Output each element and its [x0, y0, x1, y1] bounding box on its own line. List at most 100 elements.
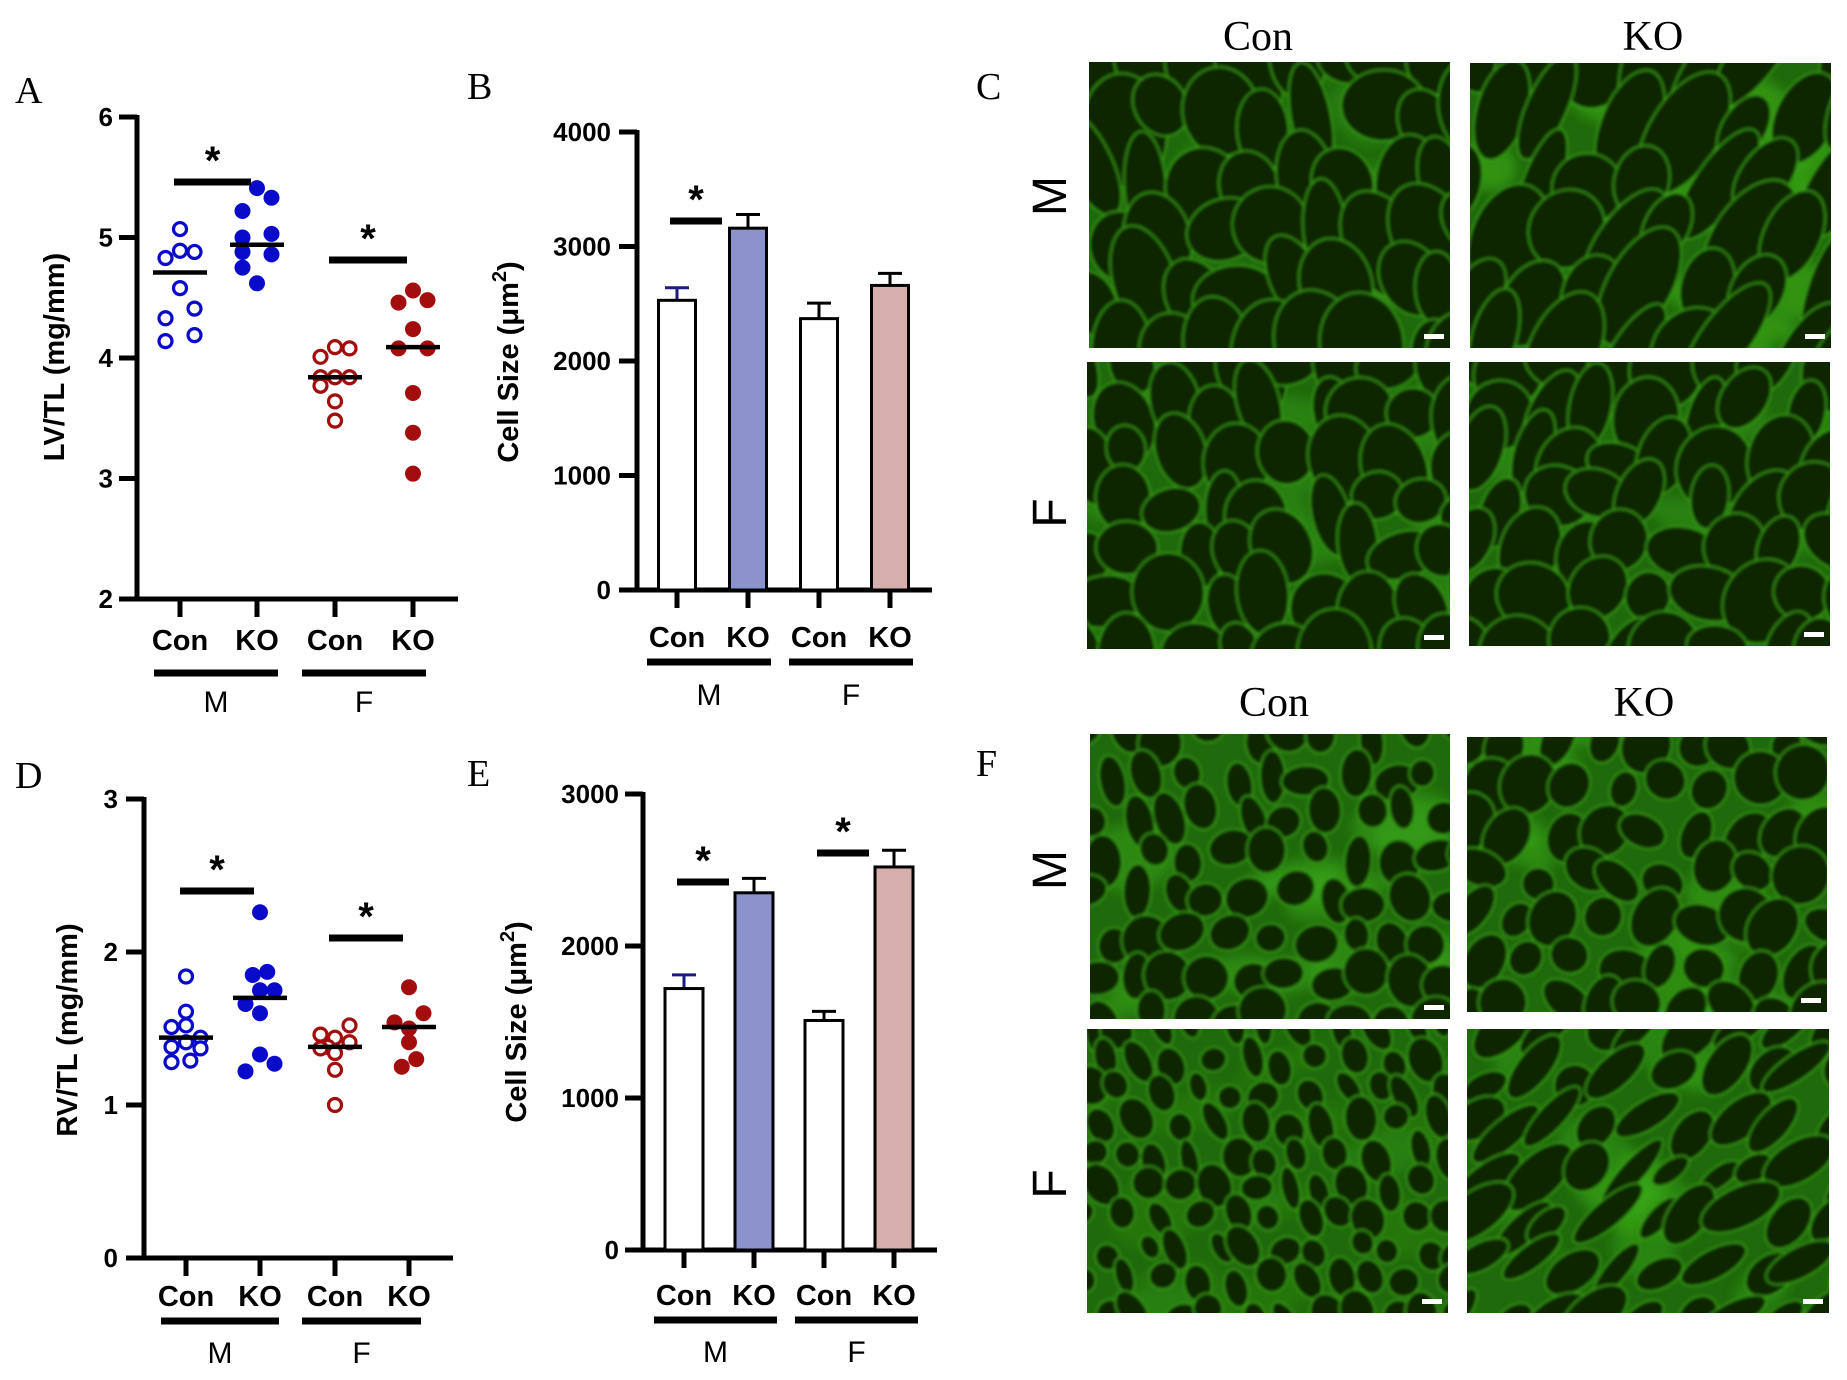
x-category-label: KO	[238, 1281, 282, 1313]
data-point	[186, 300, 203, 317]
group-label: M	[697, 679, 722, 712]
myocyte	[1794, 737, 1827, 747]
myocyte	[1493, 1302, 1534, 1313]
myocyte	[1467, 847, 1508, 889]
myocyte	[1516, 63, 1578, 161]
x-category-label: Con	[307, 1281, 363, 1313]
myocyte	[1440, 190, 1450, 253]
group-label: M	[703, 1336, 728, 1369]
myocyte	[1208, 913, 1252, 952]
myocyte	[1240, 1101, 1272, 1144]
scale-bar	[1424, 1005, 1444, 1010]
myocyte	[1279, 1165, 1302, 1211]
myocyte	[1801, 1281, 1829, 1313]
myocyte	[1428, 430, 1450, 506]
x-category-label: Con	[158, 1281, 214, 1313]
myocyte	[1094, 1243, 1121, 1272]
y-axis-label: Cell Size (μm2)	[497, 921, 533, 1122]
x-category-label: KO	[868, 622, 912, 654]
data-point	[326, 412, 344, 429]
myocyte	[1182, 954, 1230, 1001]
x-category-label: KO	[387, 1281, 431, 1313]
data-point	[415, 1005, 432, 1022]
data-point	[401, 1034, 417, 1051]
myocyte	[1470, 143, 1484, 219]
scale-bar	[1801, 998, 1821, 1003]
y-tick-label: 0	[597, 575, 611, 605]
myocyte	[1254, 922, 1287, 954]
y-axis-label: RV/TL (mg/mm)	[52, 923, 84, 1136]
myocyte	[1682, 281, 1772, 348]
myocyte	[1138, 832, 1171, 867]
panel-letter-f: F	[976, 743, 997, 785]
myocyte	[1572, 1182, 1644, 1245]
bar	[873, 865, 915, 1252]
data-point	[393, 1058, 410, 1075]
myocyte	[1702, 1294, 1767, 1313]
myocyte	[1705, 979, 1757, 1012]
group-label: F	[847, 1336, 865, 1369]
myocyte	[1186, 882, 1225, 918]
fluorescence-micrograph-m-ko	[1470, 63, 1831, 348]
myocyte	[1192, 1292, 1224, 1313]
series-m-con	[159, 968, 213, 1071]
column-header: KO	[1623, 14, 1684, 60]
fluorescence-micrograph-f-ko	[1469, 362, 1830, 646]
myocyte	[1087, 614, 1103, 649]
myocyte	[1618, 812, 1667, 850]
myocyte	[1240, 1035, 1266, 1079]
x-category-label: Con	[791, 622, 847, 654]
data-point	[408, 1051, 425, 1068]
myocyte	[1439, 488, 1450, 538]
x-category-label: Con	[796, 1280, 852, 1312]
data-point	[326, 1096, 344, 1114]
data-point	[171, 242, 189, 259]
myocyte	[1107, 1195, 1137, 1230]
myocyte	[1518, 1029, 1582, 1056]
myocyte	[1160, 1227, 1189, 1271]
y-tick-label: 3	[99, 464, 113, 494]
data-point	[252, 982, 268, 999]
myocyte	[1541, 978, 1594, 1012]
data-point	[341, 340, 358, 357]
myocyte	[1354, 1258, 1386, 1295]
data-point	[186, 327, 203, 344]
myocyte	[1472, 1029, 1539, 1060]
myocyte	[1437, 62, 1450, 158]
myocyte	[1381, 1102, 1411, 1131]
myocyte	[1343, 1094, 1379, 1143]
myocyte	[1732, 749, 1789, 807]
data-point	[263, 246, 280, 263]
data-point	[263, 225, 280, 242]
myocyte	[1254, 1203, 1281, 1232]
myocyte	[1148, 1260, 1179, 1290]
data-point	[163, 1018, 180, 1036]
data-point	[312, 348, 329, 365]
myocyte	[1448, 554, 1450, 625]
myocyte	[1771, 301, 1831, 348]
data-point	[249, 180, 265, 197]
scale-bar	[1424, 635, 1444, 640]
myocyte	[1643, 758, 1687, 802]
myocyte	[1752, 995, 1799, 1012]
chart-panel-b: 0 1000 2000 3000 4000 Cell Size (μm2) Con KO Con…	[489, 117, 932, 712]
myocyte	[1663, 985, 1709, 1012]
myocyte	[1759, 1029, 1813, 1051]
y-axis-label-end: )	[501, 921, 533, 931]
data-point	[192, 1040, 209, 1057]
myocyte	[1140, 486, 1202, 534]
myocyte	[1807, 308, 1831, 348]
myocyte	[1560, 1284, 1629, 1313]
fluorescence-micrograph-m-con	[1089, 62, 1450, 348]
fluorescence-micrograph-f-con	[1087, 1029, 1448, 1313]
y-tick-label: 4	[99, 343, 114, 373]
panel-letter-c: C	[976, 66, 1001, 108]
micrograph-panel-f: Con KO M F	[1024, 680, 1829, 1313]
myocyte	[1761, 1040, 1829, 1094]
myocyte	[1430, 1029, 1448, 1039]
data-point	[405, 282, 421, 299]
myocyte	[1388, 1073, 1421, 1119]
y-axis-label: LV/TL (mg/mm)	[39, 253, 71, 461]
myocyte	[1478, 614, 1559, 646]
